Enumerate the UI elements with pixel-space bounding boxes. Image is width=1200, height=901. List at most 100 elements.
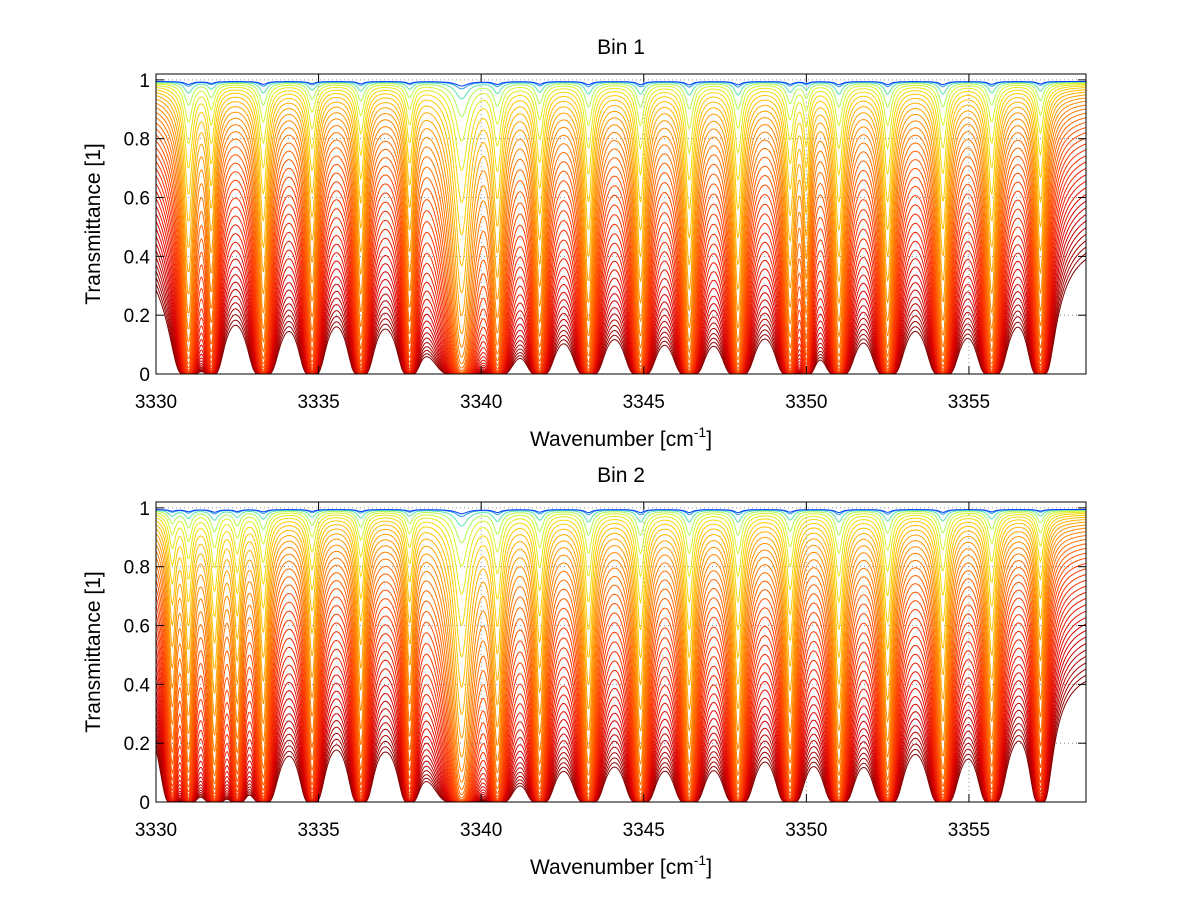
y-axis-label: Transmittance [1] xyxy=(82,571,105,732)
series-line xyxy=(156,574,1086,802)
series-line xyxy=(156,82,1086,118)
series-line xyxy=(156,543,1086,799)
chart-title: Bin 2 xyxy=(597,464,645,487)
series-line xyxy=(156,252,1086,374)
series-line xyxy=(156,662,1086,802)
series-line xyxy=(156,143,1086,374)
x-axis-label-sup: -1 xyxy=(694,424,707,440)
y-tick-label: 0 xyxy=(139,365,150,386)
x-axis-label-end: ] xyxy=(706,856,712,879)
series-group xyxy=(156,509,1086,802)
x-axis-label-end: ] xyxy=(706,428,712,451)
series-line xyxy=(156,137,1086,374)
series-line xyxy=(156,521,1086,739)
x-axis-label-sup: -1 xyxy=(694,852,707,868)
x-tick-label: 3350 xyxy=(785,392,827,413)
series-line xyxy=(156,227,1086,374)
x-axis-label-main: Wavenumber [cm xyxy=(530,856,694,879)
series-line xyxy=(156,649,1086,802)
series-line xyxy=(156,167,1086,374)
series-line xyxy=(156,207,1086,374)
y-tick-label: 0 xyxy=(139,793,150,814)
series-line xyxy=(156,562,1086,802)
x-tick-label: 3340 xyxy=(460,820,502,841)
series-line xyxy=(156,161,1086,374)
x-axis-label: Wavenumber [cm-1] xyxy=(530,852,712,879)
series-line xyxy=(156,214,1086,374)
y-tick-label: 1 xyxy=(139,499,150,520)
series-line xyxy=(156,527,1086,773)
series-line xyxy=(156,117,1086,372)
series-line xyxy=(156,510,1086,567)
series-line xyxy=(156,511,1086,595)
axes-box xyxy=(155,501,1087,803)
series-line xyxy=(156,259,1086,374)
series-line xyxy=(156,680,1086,802)
x-tick-label: 3345 xyxy=(623,820,665,841)
series-line xyxy=(156,246,1086,374)
x-tick-label: 3355 xyxy=(948,392,990,413)
series-line xyxy=(156,513,1086,627)
series-line xyxy=(156,524,1086,758)
y-tick-label: 0.2 xyxy=(124,306,150,327)
x-tick-label: 3335 xyxy=(297,392,339,413)
series-line xyxy=(156,87,1086,236)
series-line xyxy=(156,132,1086,374)
series-line xyxy=(156,655,1086,802)
series-line xyxy=(156,539,1086,796)
x-tick-label: 3345 xyxy=(623,392,665,413)
series-line xyxy=(156,149,1086,374)
series-line xyxy=(156,598,1086,802)
y-tick-label: 0.8 xyxy=(124,130,150,151)
x-tick-label: 3340 xyxy=(460,392,502,413)
series-line xyxy=(156,519,1086,716)
series-line xyxy=(156,94,1086,317)
series-line xyxy=(156,82,1086,142)
series-line xyxy=(156,97,1086,335)
series-line xyxy=(156,108,1086,365)
series-line xyxy=(156,155,1086,374)
y-tick-label: 0.8 xyxy=(124,558,150,579)
series-line xyxy=(156,643,1086,802)
y-tick-label: 0.6 xyxy=(124,189,150,210)
series-line xyxy=(156,568,1086,802)
y-tick-label: 0.2 xyxy=(124,734,150,755)
series-line xyxy=(156,91,1086,294)
series-line xyxy=(156,89,1086,267)
axes-box xyxy=(155,73,1087,375)
series-line xyxy=(156,104,1086,358)
series-line xyxy=(156,112,1086,369)
x-axis-label-main: Wavenumber [cm xyxy=(530,428,694,451)
x-tick-label: 3350 xyxy=(785,820,827,841)
series-line xyxy=(156,509,1086,544)
series-line xyxy=(156,509,1086,515)
series-line xyxy=(156,674,1086,802)
series-line xyxy=(156,585,1086,802)
series-line xyxy=(156,220,1086,374)
series-line xyxy=(156,552,1086,802)
series-line xyxy=(156,579,1086,802)
series-line xyxy=(156,509,1086,527)
series-line xyxy=(156,81,1086,87)
chart-title: Bin 1 xyxy=(597,36,645,59)
series-line xyxy=(156,668,1086,802)
series-line xyxy=(156,100,1086,349)
series-line xyxy=(156,233,1086,374)
series-line xyxy=(156,121,1086,373)
series-line xyxy=(156,514,1086,658)
y-tick-label: 0.6 xyxy=(124,617,150,638)
series-line xyxy=(156,516,1086,689)
series-line xyxy=(156,591,1086,802)
series-line xyxy=(156,240,1086,374)
series-line xyxy=(156,557,1086,802)
x-tick-label: 3330 xyxy=(135,392,177,413)
y-tick-label: 0.4 xyxy=(124,675,151,696)
series-line xyxy=(156,81,1086,100)
series-line xyxy=(156,531,1086,783)
chart-panel-2: 3330 3335 3340 3345 3350 3355 0 0.2 0.4 0.6 0.8 1 Bi… xyxy=(82,464,1087,879)
x-axis-label: Wavenumber [cm-1] xyxy=(530,424,712,451)
y-tick-label: 0.4 xyxy=(124,247,151,268)
series-line xyxy=(156,534,1086,791)
chart-panel-1: 3330 3335 3340 3345 3350 3355 0 0.2 0.4 0.6 0.8 1 Bi… xyxy=(82,36,1087,451)
